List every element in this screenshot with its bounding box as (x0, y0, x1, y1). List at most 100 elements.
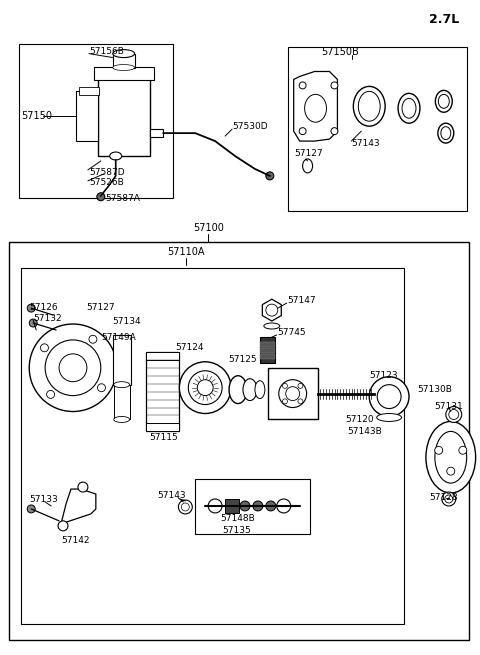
Bar (145, 352, 180, 432)
Text: 57526B: 57526B (89, 178, 124, 187)
Polygon shape (263, 299, 281, 321)
Text: 57131: 57131 (434, 402, 463, 411)
Text: 57143: 57143 (351, 139, 380, 147)
Circle shape (298, 383, 303, 388)
Circle shape (266, 172, 274, 180)
Bar (145, 423, 180, 432)
Circle shape (59, 354, 87, 382)
Circle shape (27, 505, 35, 513)
Circle shape (179, 500, 192, 514)
Circle shape (298, 399, 303, 404)
Circle shape (331, 82, 338, 89)
Text: 57132: 57132 (33, 314, 62, 322)
Text: 57143: 57143 (157, 491, 186, 500)
Circle shape (299, 128, 306, 135)
Circle shape (45, 340, 101, 396)
Circle shape (197, 380, 213, 396)
Ellipse shape (426, 421, 476, 493)
Text: 57133: 57133 (29, 495, 58, 504)
Circle shape (279, 380, 307, 407)
Circle shape (266, 304, 278, 316)
Bar (113, 54, 134, 67)
Text: 57110A: 57110A (168, 248, 205, 257)
Text: 57587A: 57587A (106, 195, 141, 203)
Polygon shape (294, 71, 337, 141)
Ellipse shape (377, 413, 402, 421)
Text: 57130B: 57130B (417, 385, 452, 394)
Ellipse shape (243, 379, 257, 401)
Text: 57587D: 57587D (89, 168, 124, 178)
Circle shape (277, 499, 291, 513)
Circle shape (266, 501, 276, 511)
Ellipse shape (114, 382, 130, 388)
Ellipse shape (264, 323, 280, 329)
Bar (9, 242, 468, 640)
Bar (268, 367, 318, 419)
Bar (145, 352, 180, 360)
Bar (76, 92, 98, 141)
Bar (260, 348, 275, 353)
Bar (114, 384, 130, 419)
Circle shape (442, 492, 456, 506)
Text: 57156B: 57156B (89, 47, 124, 56)
Bar (113, 335, 131, 384)
Ellipse shape (441, 126, 451, 140)
Circle shape (89, 335, 97, 343)
Circle shape (47, 390, 55, 398)
Circle shape (208, 499, 222, 513)
Text: 57143B: 57143B (348, 427, 382, 436)
Ellipse shape (402, 98, 416, 118)
Ellipse shape (302, 159, 312, 173)
Text: 57120: 57120 (346, 415, 374, 424)
Text: 57125: 57125 (228, 355, 257, 364)
Text: 57142: 57142 (61, 536, 90, 545)
Bar (21, 269, 404, 624)
Polygon shape (61, 489, 96, 524)
Text: 57100: 57100 (193, 223, 224, 233)
Ellipse shape (305, 94, 326, 122)
Bar (288, 47, 467, 211)
Circle shape (253, 501, 263, 511)
Circle shape (29, 319, 37, 327)
Circle shape (29, 324, 117, 411)
Text: 57530D: 57530D (232, 122, 268, 130)
Text: 57745: 57745 (278, 328, 306, 337)
Circle shape (435, 446, 443, 455)
Circle shape (286, 386, 300, 401)
Text: 57150B: 57150B (322, 47, 359, 56)
Ellipse shape (435, 90, 452, 112)
Circle shape (331, 128, 338, 135)
Ellipse shape (435, 432, 467, 483)
Circle shape (282, 383, 288, 388)
Ellipse shape (438, 123, 454, 143)
Circle shape (369, 377, 409, 417)
Circle shape (188, 371, 222, 405)
Circle shape (282, 399, 288, 404)
Text: 57127: 57127 (295, 149, 324, 157)
Text: 57124: 57124 (175, 343, 204, 352)
Bar (260, 337, 275, 363)
Text: 57150: 57150 (21, 111, 52, 121)
Circle shape (181, 503, 189, 511)
Text: 57126: 57126 (29, 303, 58, 312)
Bar (94, 67, 154, 81)
Circle shape (97, 384, 106, 392)
Bar (19, 44, 173, 198)
Circle shape (97, 193, 105, 200)
Bar (225, 499, 239, 513)
Circle shape (459, 446, 467, 455)
Ellipse shape (114, 417, 130, 422)
Circle shape (447, 467, 455, 475)
Text: 57134: 57134 (113, 316, 142, 326)
Text: 57128: 57128 (429, 493, 457, 502)
Ellipse shape (438, 94, 449, 108)
Ellipse shape (110, 152, 122, 160)
Circle shape (40, 344, 48, 352)
Circle shape (377, 384, 401, 409)
Text: 57148B: 57148B (220, 514, 255, 523)
Circle shape (27, 304, 35, 312)
Text: 57115: 57115 (150, 433, 178, 442)
Bar (260, 342, 275, 347)
Bar (195, 479, 310, 534)
Ellipse shape (229, 376, 247, 403)
